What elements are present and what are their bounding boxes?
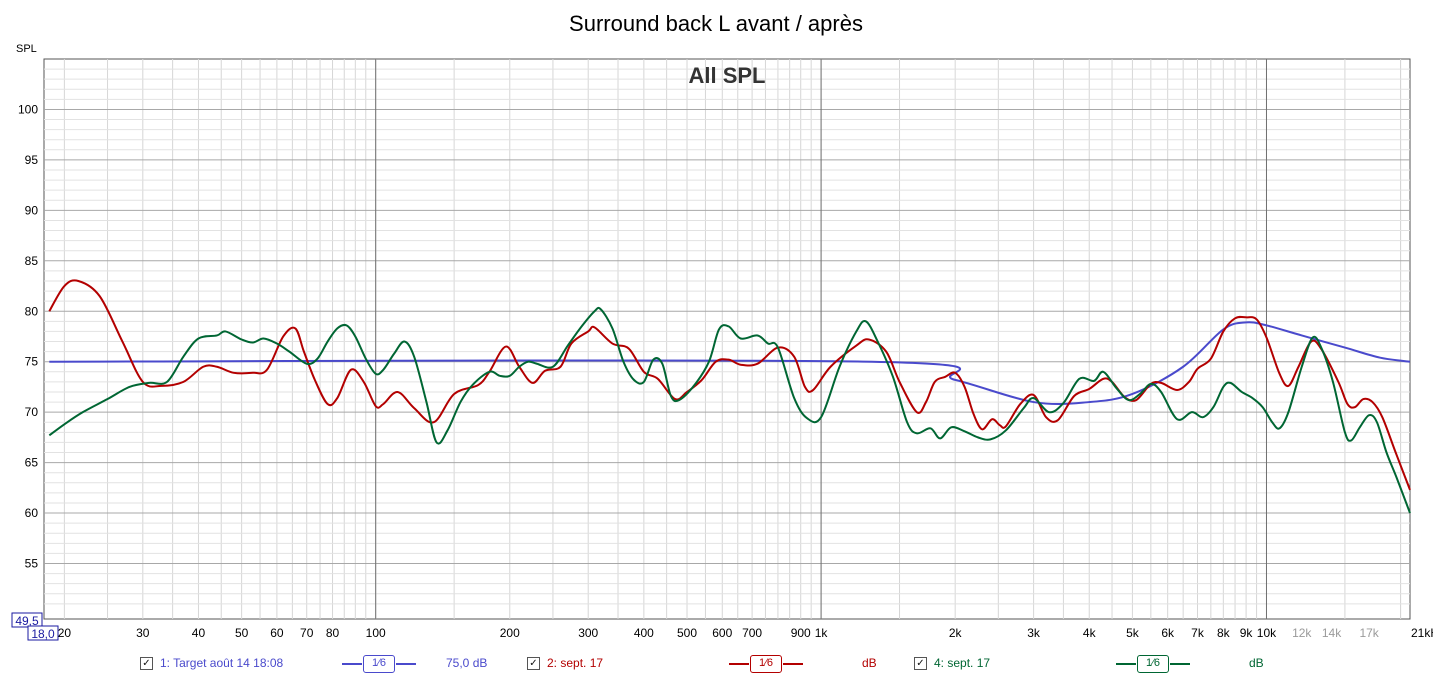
y-tick-label: 75: [25, 355, 39, 369]
x-tick-label: 60: [270, 626, 284, 640]
x-tick-label: 400: [634, 626, 654, 640]
x-tick-label: 700: [742, 626, 762, 640]
smoothing-button-target[interactable]: 1⁄6: [342, 655, 416, 673]
y-tick-label: 70: [25, 405, 39, 419]
legend-item-series-4[interactable]: ✓ 4: sept. 17: [914, 652, 990, 674]
y-min-readout: 49,5: [11, 612, 43, 628]
legend-checkbox-series-4[interactable]: ✓: [914, 656, 927, 670]
legend-label-series-2: 2: sept. 17: [547, 656, 604, 670]
x-tick-label: 80: [326, 626, 340, 640]
x-tick-label: 8k: [1217, 626, 1231, 640]
x-tick-label: 500: [677, 626, 697, 640]
x-tick-label: 7k: [1191, 626, 1205, 640]
x-tick-label: 30: [136, 626, 150, 640]
x-tick-label: 10k: [1257, 626, 1277, 640]
legend-item-series-2[interactable]: ✓ 2: sept. 17: [527, 652, 603, 674]
y-tick-label: 80: [25, 304, 39, 318]
legend-label-series-4: 4: sept. 17: [934, 656, 991, 670]
x-tick-label: 900: [791, 626, 811, 640]
y-tick-label: 55: [25, 557, 39, 571]
chart-title: Surround back L avant / après: [569, 11, 863, 36]
y-tick-label: 60: [25, 506, 39, 520]
x-tick-label: 21kHz: [1411, 626, 1433, 640]
series-line-3: [48, 306, 1411, 514]
y-tick-labels: 55 60 65 70 75 80 85 90 95 100: [18, 102, 38, 570]
x-tick-label: 100: [366, 626, 386, 640]
legend-readout-target: 75,0 dB: [446, 656, 488, 670]
plot-area[interactable]: [43, 58, 1411, 620]
smoothing-button-series-2[interactable]: 1⁄6: [729, 655, 803, 673]
legend: ✓ 1: Target août 14 18:08 1⁄6 75,0 dB ✓ …: [0, 652, 1433, 674]
x-tick-labels: 20 30 40 50 60 70 80 100 200 300 400 500 600 700 900 1k…: [58, 626, 1433, 640]
plot-inner-title: All SPL: [688, 63, 765, 88]
x-min-readout: 18,0: [27, 625, 59, 641]
minor-grid: [44, 59, 1410, 619]
smoothing-button-series-4[interactable]: 1⁄6: [1116, 655, 1190, 673]
x-tick-label: 600: [712, 626, 732, 640]
chart: Surround back L avant / après SPL All SP…: [11, 11, 1433, 641]
x-tick-label: 4k: [1083, 626, 1097, 640]
x-tick-label: 50: [235, 626, 249, 640]
x-tick-label: 5k: [1126, 626, 1140, 640]
y-tick-label: 95: [25, 153, 39, 167]
legend-checkbox-target[interactable]: ✓: [140, 656, 153, 670]
svg-text:18,0: 18,0: [31, 627, 55, 641]
x-tick-label: 300: [578, 626, 598, 640]
x-tick-label: 3k: [1027, 626, 1041, 640]
x-tick-label: 9k: [1240, 626, 1254, 640]
x-tick-label: 70: [300, 626, 314, 640]
y-tick-label: 100: [18, 102, 38, 116]
x-tick-label: 14k: [1322, 626, 1342, 640]
x-tick-label: 6k: [1161, 626, 1175, 640]
x-tick-label: 1k: [815, 626, 829, 640]
x-tick-label: 200: [500, 626, 520, 640]
series-layer: [48, 279, 1411, 514]
x-tick-label: 40: [192, 626, 206, 640]
x-tick-label: 17k: [1359, 626, 1379, 640]
x-tick-label: 20: [58, 626, 72, 640]
series-line-2: [48, 279, 1411, 491]
legend-item-target[interactable]: ✓ 1: Target août 14 18:08: [140, 652, 283, 674]
legend-readout-series-4: dB: [1249, 656, 1264, 670]
svg-text:49,5: 49,5: [15, 614, 39, 628]
y-tick-label: 65: [25, 456, 39, 470]
y-axis-label: SPL: [16, 43, 37, 55]
y-tick-label: 90: [25, 203, 39, 217]
x-tick-label: 2k: [949, 626, 963, 640]
legend-checkbox-series-2[interactable]: ✓: [527, 656, 540, 670]
y-tick-label: 85: [25, 254, 39, 268]
legend-label-target: 1: Target août 14 18:08: [160, 656, 284, 670]
legend-readout-series-2: dB: [862, 656, 877, 670]
x-tick-label: 12k: [1292, 626, 1312, 640]
